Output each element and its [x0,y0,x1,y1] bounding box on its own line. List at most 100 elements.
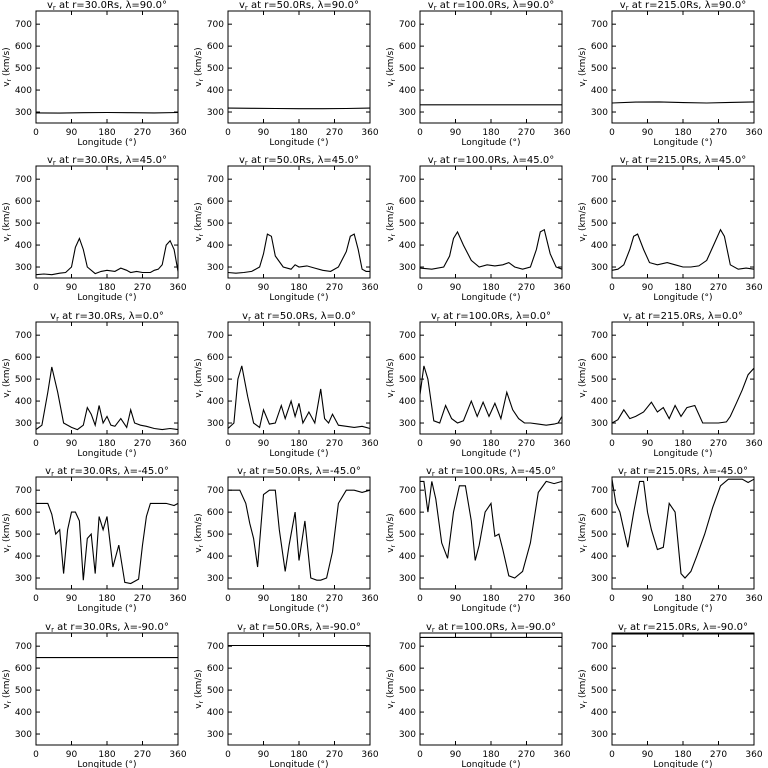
x-tick-label: 90 [642,594,654,604]
y-tick-label: 300 [591,574,608,584]
y-tick-label: 400 [591,708,608,718]
series-line [227,107,371,110]
y-tick-label: 500 [399,64,416,74]
y-tick-label: 400 [399,86,416,96]
y-tick-label: 600 [207,508,224,518]
subplot-title: vr at r=50.0Rs, λ=45.0° [239,155,359,167]
y-tick-label: 500 [399,686,416,696]
y-axis-label: vr (km/s) [386,47,397,86]
y-tick-label: 500 [399,375,416,385]
y-tick-label: 600 [15,353,32,363]
x-axis-label: Longitude (°) [77,760,136,768]
y-tick-label: 400 [207,397,224,407]
subplot-r4c3: vr at r=100.0Rs, λ=-45.0° 0 90 180 270 360 300… [386,466,571,614]
y-tick-label: 600 [591,664,608,674]
plot-frame [227,321,371,435]
subplot-r3c3: vr at r=100.0Rs, λ=0.0° 0 90 180 270 360 300 40… [386,311,571,459]
subplot-title: vr at r=100.0Rs, λ=0.0° [431,311,551,323]
y-tick-label: 400 [399,397,416,407]
y-axis-label: vr (km/s) [578,202,589,241]
subplot-title: vr at r=30.0Rs, λ=0.0° [50,311,164,323]
y-tick-label: 500 [399,530,416,540]
y-tick-label: 500 [207,64,224,74]
y-axis-label: vr (km/s) [194,47,205,86]
x-tick-label: 180 [98,594,115,604]
y-tick-label: 500 [15,375,32,385]
x-tick-label: 0 [225,439,231,449]
x-tick-label: 180 [482,750,499,760]
plot-frame [227,476,371,590]
x-tick-label: 0 [609,283,615,293]
plot-frame [611,476,755,590]
x-tick-label: 90 [258,128,270,138]
y-tick-label: 400 [15,552,32,562]
series-line [419,365,563,426]
x-tick-label: 180 [674,283,691,293]
y-axis-label: vr (km/s) [2,358,13,397]
plot-frame [419,10,563,124]
y-tick-label: 300 [207,419,224,429]
x-axis-label: Longitude (°) [269,138,328,148]
y-tick-label: 400 [207,86,224,96]
y-tick-label: 300 [207,108,224,118]
y-tick-label: 700 [15,642,32,652]
y-tick-label: 700 [399,331,416,341]
x-tick-label: 180 [290,128,307,138]
x-tick-label: 90 [450,283,462,293]
x-tick-label: 270 [710,283,727,293]
subplot-title: vr at r=215.0Rs, λ=0.0° [623,311,743,323]
series-line [420,480,563,579]
subplot-r4c4: vr at r=215.0Rs, λ=-45.0° 0 90 180 270 360 300… [578,466,763,614]
x-tick-label: 90 [450,128,462,138]
subplot-r1c1: vr at r=30.0Rs, λ=90.0° 0 90 180 270 360 300 40… [2,0,187,148]
x-axis-label: Longitude (°) [461,449,520,459]
x-axis-label: Longitude (°) [653,760,712,768]
x-tick-label: 180 [482,594,499,604]
y-tick-label: 600 [591,353,608,363]
x-tick-label: 0 [609,594,615,604]
y-tick-label: 600 [15,197,32,207]
y-axis-label: vr (km/s) [2,47,13,86]
y-tick-label: 300 [15,419,32,429]
y-axis-label: vr (km/s) [578,513,589,552]
y-tick-label: 700 [207,642,224,652]
y-tick-label: 500 [591,64,608,74]
x-tick-label: 90 [66,283,78,293]
subplot-title: vr at r=100.0Rs, λ=90.0° [428,0,554,12]
x-tick-label: 180 [674,128,691,138]
subplot-r3c1: vr at r=30.0Rs, λ=0.0° 0 90 180 270 360 300 400… [2,311,187,459]
y-tick-label: 600 [591,42,608,52]
y-axis-label: vr (km/s) [578,358,589,397]
series-line [35,237,179,276]
y-tick-label: 300 [15,263,32,273]
series-line [227,233,370,274]
x-tick-label: 0 [33,439,39,449]
y-tick-label: 500 [15,219,32,229]
y-tick-label: 400 [15,241,32,251]
plot-frame [35,10,179,124]
y-tick-label: 600 [591,197,608,207]
x-tick-label: 180 [290,750,307,760]
x-tick-label: 270 [326,128,343,138]
y-tick-label: 500 [207,375,224,385]
y-tick-label: 400 [399,708,416,718]
subplot-r2c1: vr at r=30.0Rs, λ=45.0° 0 90 180 270 360 300 40… [2,155,187,303]
plot-frame [611,165,755,279]
subplot-r3c2: vr at r=50.0Rs, λ=0.0° 0 90 180 270 360 300 400… [194,311,379,459]
x-tick-label: 90 [258,439,270,449]
y-tick-label: 400 [207,708,224,718]
x-tick-label: 90 [450,439,462,449]
y-tick-label: 500 [591,219,608,229]
y-tick-label: 700 [15,20,32,30]
y-tick-label: 400 [15,397,32,407]
y-tick-label: 700 [399,642,416,652]
y-tick-label: 500 [15,530,32,540]
x-tick-label: 360 [745,439,762,449]
y-tick-label: 500 [399,219,416,229]
x-tick-label: 0 [33,283,39,293]
y-axis-label: vr (km/s) [2,513,13,552]
x-axis-label: Longitude (°) [653,138,712,148]
y-tick-label: 700 [15,331,32,341]
subplot-r1c4: vr at r=215.0Rs, λ=90.0° 0 90 180 270 360 300 4… [578,0,763,148]
subplot-title: vr at r=100.0Rs, λ=45.0° [428,155,554,167]
